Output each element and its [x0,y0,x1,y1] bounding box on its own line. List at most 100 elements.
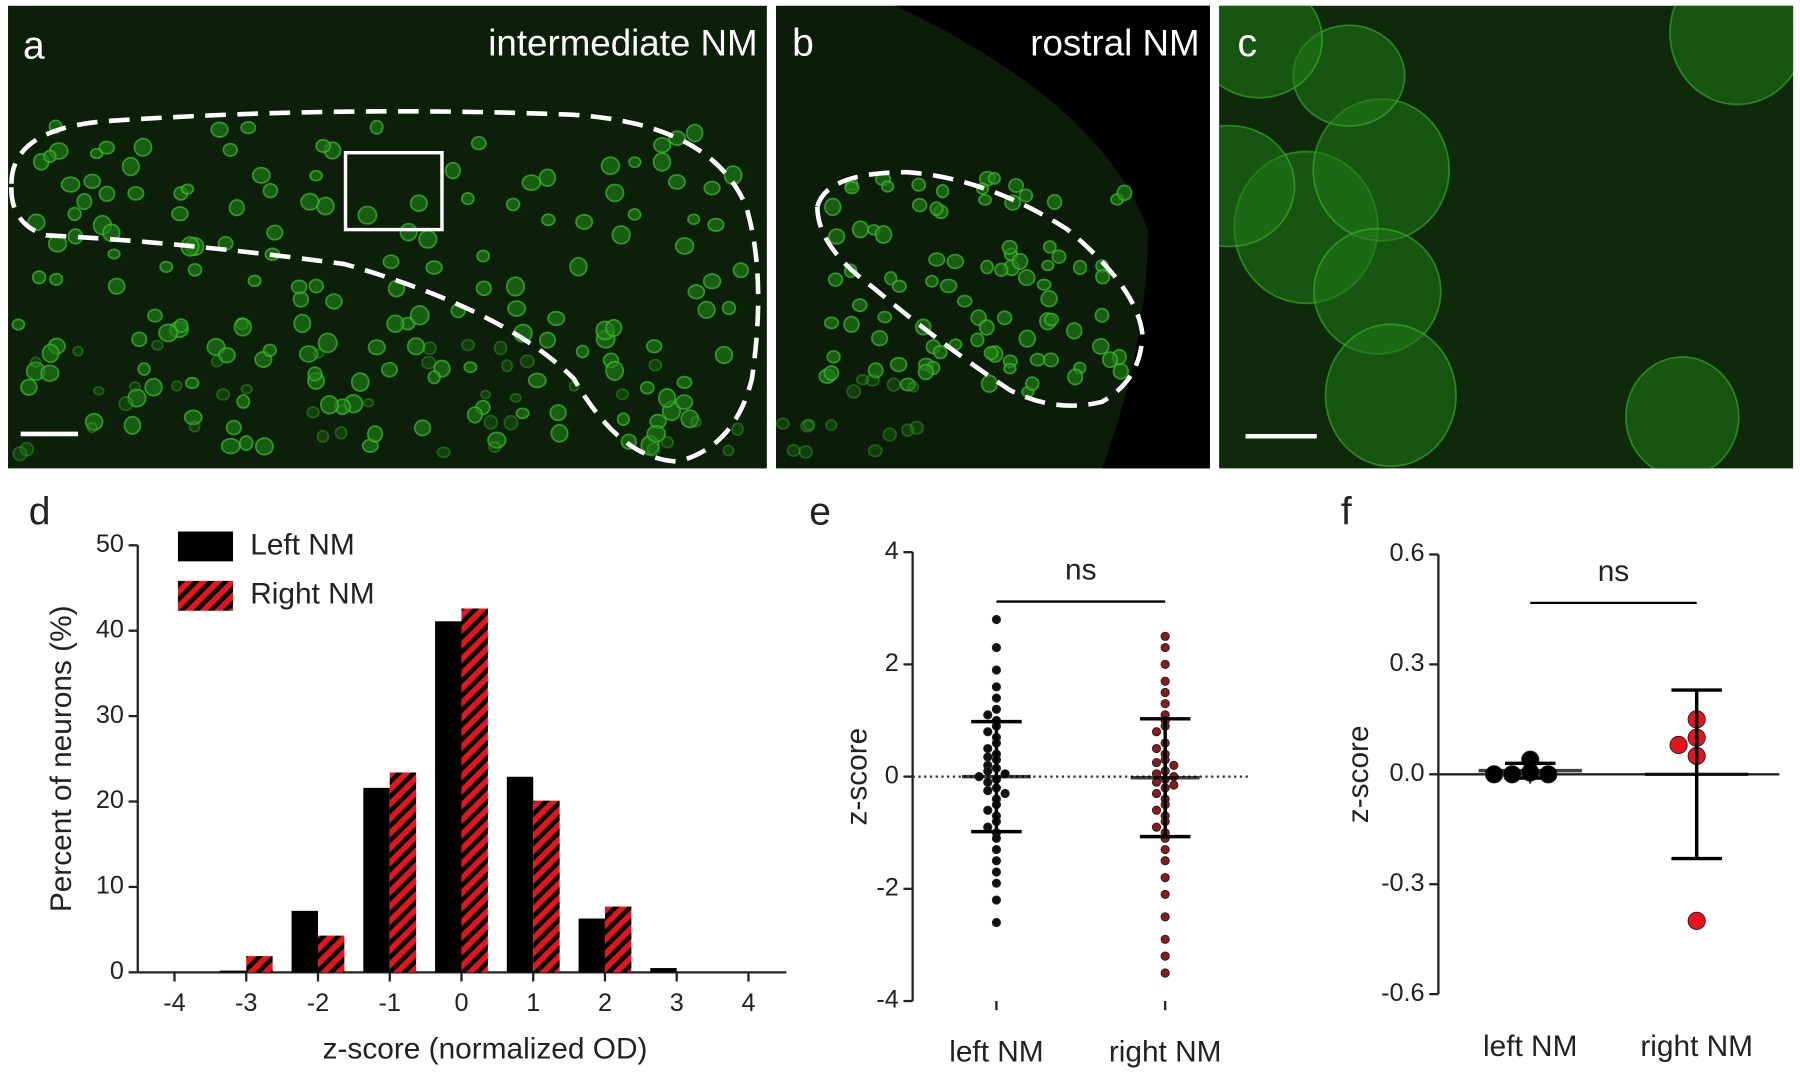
cell [867,444,883,458]
cell [1067,368,1084,386]
cell [600,156,621,176]
cell [616,412,631,427]
cell [466,406,483,424]
x-tick-label: -2 [307,989,329,1017]
cell [843,315,860,334]
y-tick-label: -2 [876,873,898,901]
cell [871,329,889,347]
cell [909,420,925,435]
cell [350,372,370,392]
data-point [991,614,1002,625]
cell [611,225,631,245]
cell [899,377,916,392]
cell [84,412,104,431]
data-point [1151,822,1162,832]
cell [648,358,663,372]
legend-label: Left NM [250,528,354,561]
outline [9,109,761,464]
panel-label: e [809,491,831,534]
cell [527,372,547,389]
bar [461,608,488,973]
cell [865,374,880,387]
cell [538,168,557,188]
cell [939,278,958,294]
cell [538,331,557,349]
cell [479,389,492,400]
cell [827,272,844,287]
x-tick-label: 2 [598,989,612,1017]
cell [369,119,384,135]
bar [291,910,318,973]
data-point [1160,659,1170,669]
cell [31,270,47,285]
cell [503,414,519,431]
cell [121,156,140,177]
cell [254,437,274,456]
data-point [1539,765,1558,784]
cell [823,197,842,217]
cell [828,228,846,245]
cell [911,177,927,192]
cell [877,310,893,324]
cell [674,237,695,255]
cell [1065,322,1083,340]
cell [334,426,348,440]
y-axis-label: z-score [1342,725,1375,823]
cell-group [818,170,1133,398]
cell [646,424,667,443]
cell [83,173,102,190]
cell [929,201,944,217]
cell [1116,184,1133,202]
cell [72,345,84,357]
cell [183,409,203,426]
cell [220,437,241,455]
data-point [991,917,1002,928]
cell [316,196,335,216]
cell [43,149,57,164]
data-point [1000,788,1010,799]
cell [994,262,1009,278]
cell [133,137,153,157]
cell [158,323,179,343]
data-point [991,844,1002,855]
x-tick-label: 3 [670,989,684,1017]
y-tick-label: 0 [110,957,124,985]
cell [1018,329,1037,348]
data-point [1169,780,1179,790]
cell [970,332,985,348]
y-tick-label: -4 [876,986,898,1014]
cell [251,166,271,184]
cell [1051,249,1067,264]
cell [1017,269,1036,287]
bar [506,776,534,973]
cell [216,388,231,401]
panel-label: d [29,491,51,534]
cell [1219,124,1296,248]
cell [1042,240,1057,254]
bar [604,906,632,973]
cell [225,419,242,436]
y-tick-label: -0.6 [1381,979,1425,1007]
cell [247,274,262,288]
cell [233,317,253,337]
cell [67,206,82,222]
data-point [1160,912,1170,922]
cell [147,308,163,323]
cell [605,183,625,203]
data-point [991,895,1002,905]
cell [12,446,28,462]
panel-label: c [1238,22,1258,65]
cell [240,383,254,395]
cell [575,344,590,359]
cell [483,414,499,430]
panel-label: f [1341,491,1352,534]
cell [889,356,908,373]
cell [639,381,655,395]
x-tick-label: 4 [741,989,755,1017]
bar [219,970,247,973]
cell [851,220,870,239]
cell [1036,278,1052,291]
cell [184,376,200,390]
cell [702,273,722,290]
cell [505,276,526,297]
